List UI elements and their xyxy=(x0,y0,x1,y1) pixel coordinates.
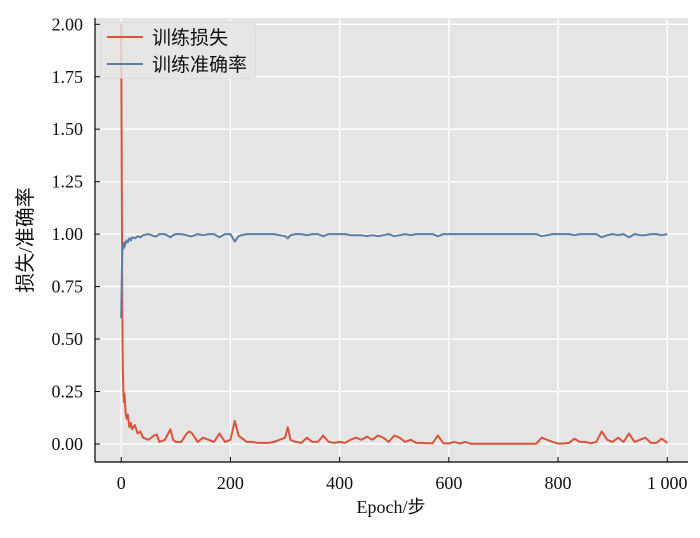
x-axis-label: Epoch/步 xyxy=(357,497,426,517)
legend-box xyxy=(100,21,256,79)
y-tick-label: 0.50 xyxy=(52,329,84,349)
y-tick-label: 1.50 xyxy=(52,119,84,139)
y-tick-label: 1.75 xyxy=(52,67,84,87)
y-tick-label: 1.25 xyxy=(52,172,84,192)
ticks: 0 200 400 600 800 1 000 0.00 0.25 0.50 0.75 1.00 1.… xyxy=(52,14,688,493)
x-tick-label: 800 xyxy=(545,473,572,493)
series-lines xyxy=(120,24,668,445)
legend-label-loss: 训练损失 xyxy=(152,27,228,49)
y-tick-label: 1.00 xyxy=(52,224,84,244)
series-line-accuracy xyxy=(120,233,668,319)
x-tick-label: 1 000 xyxy=(647,473,688,493)
x-tick-label: 0 xyxy=(117,473,126,493)
y-axis-label: 损失/准确率 xyxy=(14,187,37,293)
x-tick-label: 200 xyxy=(217,473,244,493)
grid xyxy=(95,18,688,462)
y-tick-label: 0.00 xyxy=(52,434,84,454)
legend: 训练损失 训练准确率 xyxy=(100,21,256,79)
series-line-loss xyxy=(120,24,668,445)
x-tick-label: 400 xyxy=(326,473,353,493)
plot-background xyxy=(95,18,688,462)
y-tick-label: 0.25 xyxy=(52,381,84,401)
y-tick-label: 0.75 xyxy=(52,277,84,297)
x-tick-label: 600 xyxy=(435,473,462,493)
legend-label-accuracy: 训练准确率 xyxy=(152,54,247,76)
y-tick-label: 2.00 xyxy=(52,14,84,34)
